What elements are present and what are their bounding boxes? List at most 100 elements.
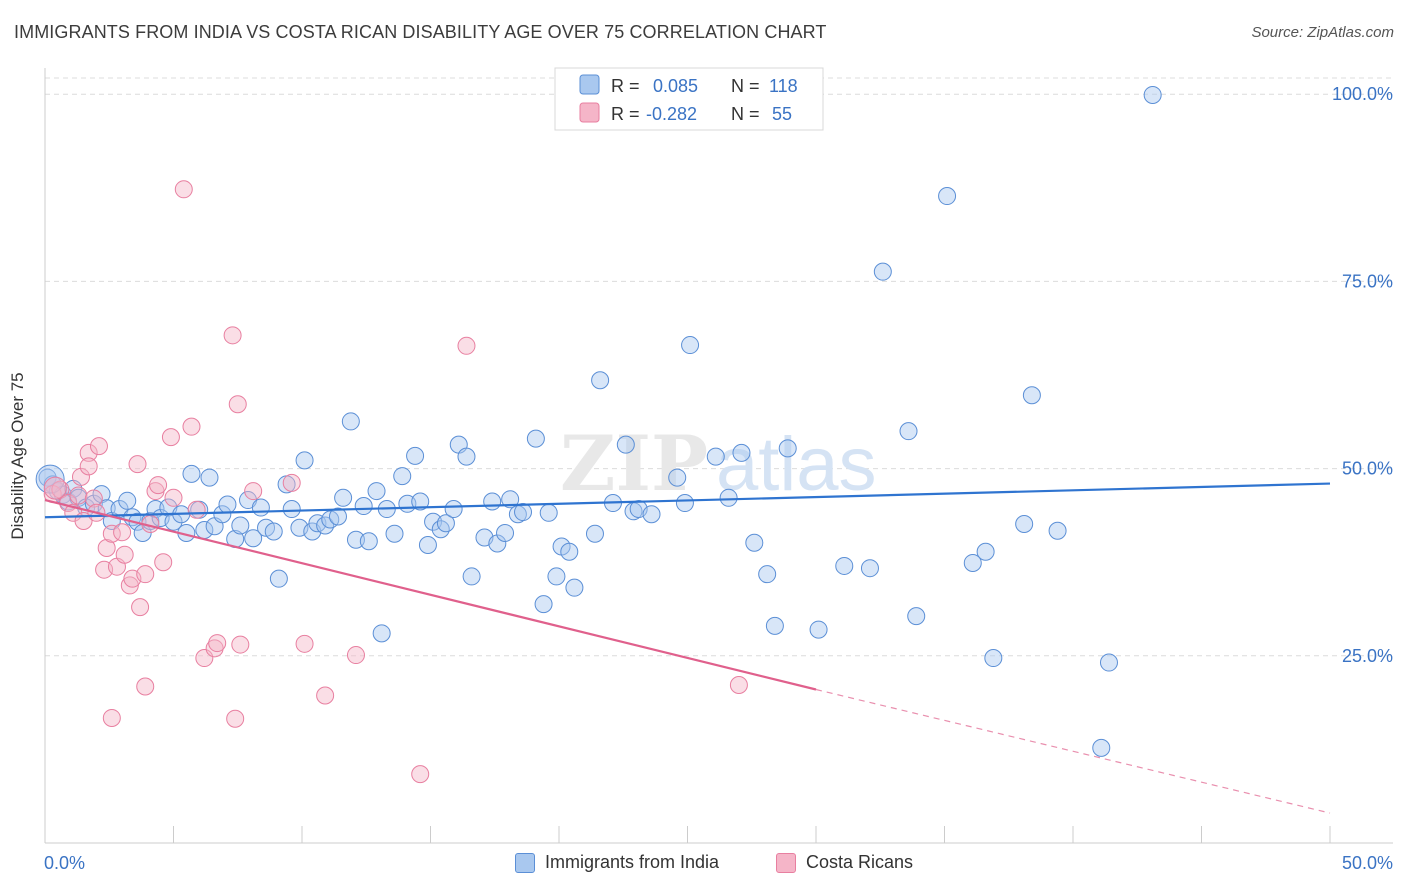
costa-point-15 (102, 708, 121, 727)
india-point-48 (334, 488, 353, 507)
costa-point-32 (182, 417, 201, 436)
india-point-83 (585, 524, 604, 543)
costa-point-22 (131, 598, 150, 617)
india-point-65 (444, 500, 463, 519)
y-axis-label: Disability Age Over 75 (8, 372, 27, 540)
stats-legend: R = 0.085 N = 118 R = -0.282 N = 55 (554, 67, 824, 131)
stats-legend-r-label-costa: R = (611, 104, 640, 124)
india-point-105 (907, 607, 926, 626)
india-point-103 (873, 262, 892, 281)
india-point-77 (534, 595, 553, 614)
costa-point-39 (228, 395, 247, 414)
costa-trend-line-dashed (815, 688, 1331, 814)
india-point-93 (706, 447, 725, 466)
india-point-97 (758, 565, 777, 584)
india-point-104 (899, 422, 918, 441)
costa-point-cluster (43, 476, 67, 500)
india-point-53 (367, 482, 386, 501)
india-point-96 (745, 533, 764, 552)
stats-legend-r-label-india: R = (611, 76, 640, 96)
india-point-54 (372, 624, 391, 643)
india-point-73 (501, 490, 520, 509)
bottom-legend-swatch-costa (776, 852, 796, 873)
india-point-52 (359, 532, 378, 551)
india-point-114 (1092, 738, 1111, 757)
india-point-106 (938, 187, 957, 206)
stats-legend-n-value-costa: 55 (772, 104, 792, 124)
y-tick-label-50: 50.0% (1342, 459, 1393, 479)
chart-title: IMMIGRANTS FROM INDIA VS COSTA RICAN DIS… (14, 22, 827, 42)
stats-legend-r-value-costa: -0.282 (646, 104, 697, 124)
india-point-72 (496, 524, 515, 542)
costa-point-41 (244, 482, 263, 501)
stats-legend-n-value-india: 118 (769, 76, 798, 96)
india-point-89 (642, 505, 661, 524)
india-point-57 (393, 467, 412, 486)
costa-point-46 (411, 765, 430, 784)
x-tick-label-min: 0.0% (44, 853, 85, 873)
costa-point-45 (346, 646, 365, 665)
bottom-legend: Immigrants from India Costa Ricans (0, 852, 1406, 878)
india-point-64 (436, 514, 455, 533)
stats-legend-swatch-india (579, 74, 600, 95)
india-point-94 (719, 488, 738, 507)
watermark: ZIP atlas (560, 419, 877, 508)
india-point-76 (526, 429, 545, 448)
india-point-81 (560, 542, 579, 561)
y-tick-label-25: 25.0% (1342, 646, 1393, 666)
india-point-100 (809, 620, 828, 639)
india-point-27 (200, 468, 219, 487)
india-point-71 (488, 534, 507, 553)
costa-point-35 (205, 639, 224, 658)
stats-legend-n-label-costa: N = (731, 104, 760, 124)
india-point-111 (1022, 386, 1041, 405)
trend-layer (44, 482, 1331, 814)
y-tick-label-75: 75.0% (1342, 271, 1393, 291)
india-point-99 (778, 439, 797, 458)
india-point-86 (616, 435, 635, 454)
grid-layer (45, 77, 1393, 657)
india-point-59 (406, 446, 425, 465)
costa-point-27 (149, 476, 168, 495)
costa-point-4 (69, 486, 88, 505)
bottom-legend-swatch-india (515, 852, 535, 873)
y-tick-label-100: 100.0% (1332, 84, 1393, 104)
india-point-113 (1099, 653, 1118, 672)
india-point-40 (282, 500, 301, 519)
costa-point-13 (97, 538, 116, 557)
india-point-112 (1048, 521, 1067, 540)
axes-layer: 25.0% 50.0% 75.0% 100.0% 0.0% 50.0% (44, 68, 1393, 873)
india-point-30 (218, 495, 237, 514)
india-point-29 (213, 505, 232, 524)
india-point-60 (411, 492, 430, 511)
india-point-68 (462, 567, 481, 586)
costa-point-23 (136, 677, 155, 696)
india-point-115 (1143, 85, 1162, 104)
source-label: Source: ZipAtlas.com (1251, 24, 1394, 41)
india-point-82 (565, 578, 584, 597)
x-tick-label-max: 50.0% (1342, 853, 1393, 873)
watermark-zip: ZIP (560, 419, 708, 508)
bottom-legend-item-costa[interactable]: Costa Ricans (776, 852, 913, 873)
india-point-63 (431, 520, 450, 539)
india-point-107 (963, 553, 982, 572)
india-point-32 (231, 516, 250, 535)
india-point-110 (1015, 515, 1034, 534)
costa-point-9 (84, 489, 103, 508)
india-trend-line (44, 482, 1331, 519)
india-point-61 (418, 535, 437, 554)
india-point-35 (251, 498, 270, 517)
costa-point-5 (71, 467, 90, 486)
costa-point-31 (174, 180, 193, 199)
bottom-legend-item-india[interactable]: Immigrants from India (515, 852, 719, 873)
india-point-47 (328, 507, 347, 526)
india-point-38 (269, 569, 288, 588)
india-point-92 (681, 336, 700, 355)
stats-legend-box (554, 67, 824, 131)
india-point-98 (765, 616, 784, 635)
costa-point-8 (79, 457, 98, 476)
india-point-34 (244, 529, 263, 548)
india-point-24 (182, 464, 201, 483)
costa-point-43 (295, 634, 314, 653)
